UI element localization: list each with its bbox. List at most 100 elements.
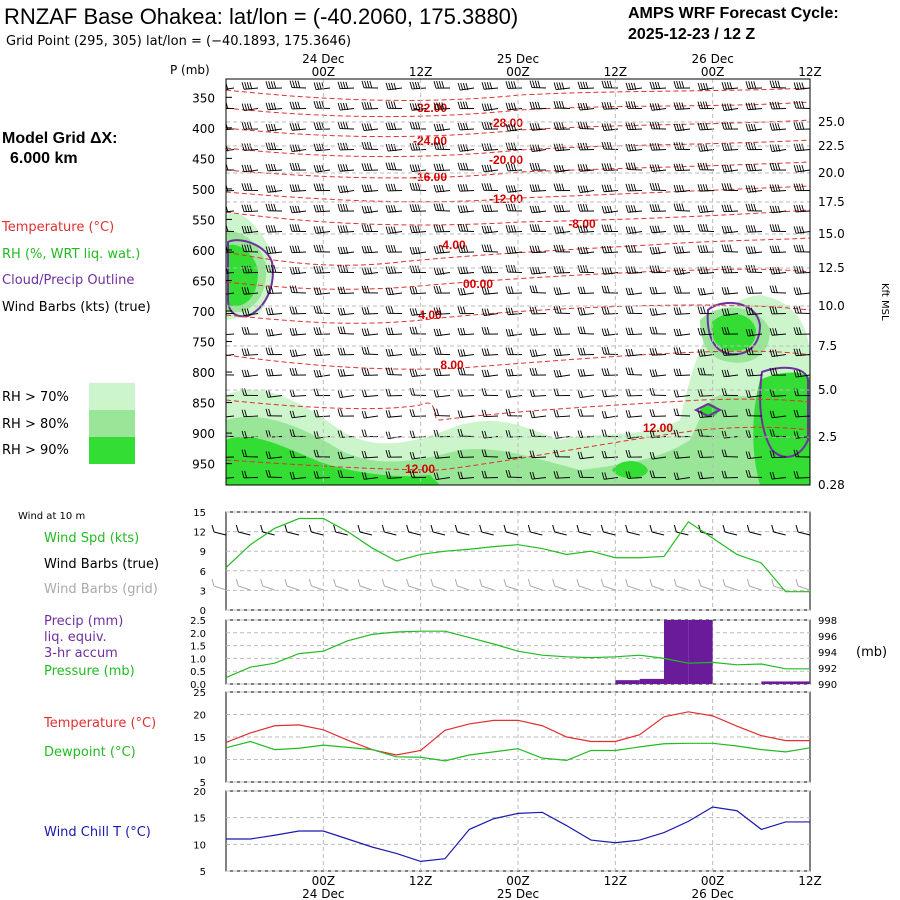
- wind-barb: [745, 368, 763, 377]
- wind-barb: [625, 122, 643, 131]
- wind-barb: [745, 264, 763, 273]
- wind-barb: [721, 327, 739, 335]
- wind-barb: [289, 224, 307, 232]
- wind-speed-line: [225, 517, 810, 593]
- wind-barb: [241, 327, 259, 335]
- wind-barb: [625, 82, 643, 91]
- pressure-tick-label: 600: [192, 244, 215, 258]
- wind-barb: [481, 470, 499, 479]
- wind-barb: [289, 101, 307, 110]
- pressure-tick-label: 500: [192, 183, 215, 197]
- wind-barb: [505, 203, 523, 212]
- page-title: RNZAF Base Ohakea: lat/lon = (-40.2060, …: [4, 4, 518, 29]
- wind-barb: [361, 123, 379, 131]
- contour-label: 00.00: [463, 277, 493, 291]
- pressure-tick-label: 650: [192, 274, 215, 288]
- wind-barb: [577, 225, 595, 233]
- wind-barb: [577, 185, 595, 194]
- rh80-swatch: [89, 410, 135, 437]
- rh90-swatch: [89, 437, 135, 464]
- wind-barb: [457, 162, 475, 171]
- wind-barb: [769, 306, 787, 315]
- wind-barb: [457, 367, 475, 376]
- wind-barb: [649, 121, 667, 130]
- height-tick-label: 17.5: [818, 195, 845, 209]
- wind-barb: [601, 184, 619, 193]
- wind-barb-true: [649, 524, 665, 536]
- wind-barb-grid: [430, 578, 446, 591]
- axis-tick-label: 10: [193, 756, 206, 767]
- wind-barb: [433, 224, 451, 233]
- top-hour-label: 12Z: [604, 65, 628, 79]
- pressure-tick-label: 700: [192, 305, 215, 319]
- wind-barb: [241, 409, 259, 418]
- wind-barb: [226, 313, 235, 315]
- axis-tick-label: 20: [193, 787, 206, 798]
- wind-barb: [241, 183, 259, 191]
- wind-barb: [625, 471, 643, 479]
- wind-barb: [505, 286, 523, 294]
- wind-barb: [361, 285, 379, 294]
- wind-barb: [697, 101, 715, 110]
- bottom-day-label: 25 Dec: [497, 887, 539, 900]
- wind-barb: [481, 388, 499, 396]
- pressure-tick-label: 900: [192, 427, 215, 441]
- top-hour-label: 12Z: [409, 65, 433, 79]
- pressure-axis: 350 400 450 500 550 600 650 700 750 800 850 900 950: [192, 91, 232, 472]
- wind-barb: [433, 102, 451, 110]
- wind-barb-true: [503, 524, 519, 536]
- wind-barbs-profile: [226, 80, 810, 481]
- wind-barb: [265, 469, 283, 478]
- wind-barb: [289, 80, 307, 89]
- axis-tick-label: 992: [818, 664, 837, 675]
- wind-barb: [769, 123, 787, 131]
- top-day-label: 26 Dec: [692, 52, 734, 66]
- wind-barb-grid: [454, 578, 470, 591]
- wind-barb: [361, 163, 379, 171]
- wind-barb: [649, 308, 667, 316]
- wind-barb: [226, 415, 235, 418]
- wind-barb: [505, 246, 523, 254]
- wind-barb: [409, 81, 427, 90]
- pressure-tick-label: 950: [192, 458, 215, 472]
- wind-barb: [553, 226, 571, 234]
- wind-barb: [361, 368, 379, 376]
- axis-tick-label: 0: [200, 606, 206, 617]
- wind-barb: [361, 205, 379, 214]
- wind-barb: [433, 328, 451, 337]
- wind-barb: [385, 143, 403, 152]
- wind-barb: [697, 327, 715, 336]
- wind-barb: [577, 121, 595, 130]
- wind-barbs-true-label: Wind Barbs (true): [44, 557, 159, 572]
- wind-barb: [313, 226, 331, 234]
- wind-barb: [313, 183, 331, 192]
- wind-barb: [385, 410, 403, 418]
- wind-barb: [361, 80, 379, 89]
- wind-barb: [553, 122, 571, 130]
- wind-barb: [433, 203, 451, 212]
- contour-label: -32.00: [413, 101, 447, 115]
- model-grid-value: 6.000 km: [10, 150, 78, 167]
- wind-barb: [505, 264, 523, 273]
- wind-barb: [553, 82, 571, 90]
- wind-barb: [505, 469, 523, 478]
- precip-bar: [785, 681, 810, 684]
- wind-barb: [673, 203, 691, 212]
- wind-barb: [265, 328, 283, 337]
- wind-barbs-grid: [211, 578, 811, 591]
- wind-barb: [769, 80, 787, 89]
- wind-barb-grid: [795, 578, 811, 591]
- wind-barb: [721, 244, 739, 253]
- contour-label: -20.00: [489, 153, 523, 167]
- wind-barb: [337, 307, 355, 316]
- rh70-swatch: [89, 383, 135, 410]
- wind-barb: [553, 471, 571, 479]
- wind-barb-grid: [552, 578, 567, 591]
- wind-barb: [529, 163, 547, 171]
- wind-barb-true: [260, 524, 275, 536]
- wind-barb-grid: [284, 578, 300, 591]
- precip-bar: [688, 620, 713, 684]
- wind-barb: [673, 286, 691, 294]
- wind-panel-title: Wind at 10 m: [18, 511, 85, 522]
